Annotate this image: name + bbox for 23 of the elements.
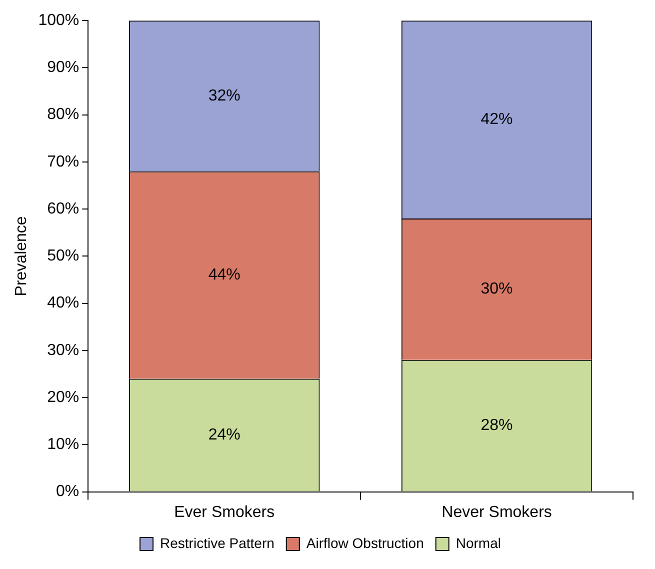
- y-tick-label: 70%: [47, 153, 80, 170]
- data-label: 44%: [208, 266, 240, 284]
- legend-label: Normal: [456, 534, 501, 551]
- y-tick-label: 0%: [56, 483, 80, 500]
- legend-label: Restrictive Pattern: [160, 534, 274, 551]
- y-tick-label: 100%: [38, 12, 80, 30]
- y-tick-label: 10%: [47, 436, 80, 454]
- y-tick-label: 90%: [47, 59, 80, 76]
- y-tick-label: 80%: [47, 106, 80, 124]
- y-axis-title: Prevalence: [13, 216, 30, 296]
- legend-label: Airflow Obstruction: [306, 534, 424, 551]
- x-tick-label: Ever Smokers: [174, 504, 275, 521]
- data-label: 28%: [480, 416, 513, 434]
- y-tick-label: 20%: [47, 388, 80, 406]
- data-label: 42%: [480, 110, 513, 128]
- data-label: 24%: [208, 426, 240, 444]
- data-label: 32%: [208, 87, 240, 104]
- y-tick-label: 60%: [47, 200, 80, 218]
- data-label: 30%: [480, 280, 513, 298]
- y-tick-label: 30%: [47, 342, 80, 359]
- x-tick-label: Never Smokers: [442, 504, 552, 521]
- y-tick-label: 50%: [47, 248, 80, 265]
- y-tick-label: 40%: [47, 294, 80, 312]
